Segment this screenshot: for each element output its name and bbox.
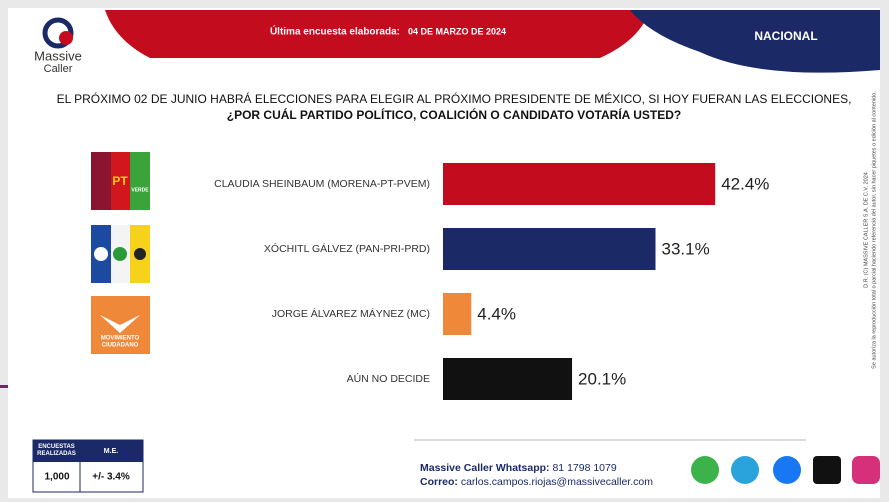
scope: NACIONAL (754, 29, 817, 43)
logo-part (100, 315, 140, 333)
bar (443, 228, 656, 270)
header-band (105, 10, 650, 58)
facebook-icon[interactable] (773, 456, 801, 484)
table-header-text: M.E. (104, 448, 118, 455)
brand-logo: Massive Caller (34, 17, 82, 75)
side-note: D.R. (C) MASSIVE CALLER S.A. DE C.V. 202… (863, 172, 869, 288)
scope-band (630, 10, 880, 73)
value-label: 4.4% (477, 304, 516, 323)
logo-ring (42, 17, 74, 49)
instagram-icon[interactable] (852, 456, 880, 484)
logo-text: PT (112, 174, 128, 188)
table-value: 1,000 (44, 472, 69, 483)
table-header (33, 440, 143, 462)
table-value: +/- 3.4% (92, 472, 130, 483)
side-note: Se autoriza la reproducción total o parc… (871, 91, 877, 369)
logo-part (111, 152, 130, 210)
brand-name: Caller (44, 63, 73, 75)
table-header-text: ENCUESTAS REALIZADAS (37, 444, 76, 457)
question: ¿POR CUÁL PARTIDO POLÍTICO, COALICIÓN O … (227, 107, 681, 122)
bar (443, 293, 472, 335)
bar (443, 163, 716, 205)
footer-label: Massive Caller Whatsapp: (420, 462, 550, 474)
footer-value: carlos.campos.riojas@massivecaller.com (461, 476, 653, 488)
category-label: CLAUDIA SHEINBAUM (MORENA-PT-PVEM) (214, 178, 430, 190)
footer-label: Correo: (420, 476, 458, 488)
logo-morena-pt-pvem: PT VERDE (91, 152, 150, 210)
logo-dot (59, 31, 73, 45)
value-label: 42.4% (721, 174, 769, 193)
category-label: JORGE ÁLVAREZ MÁYNEZ (MC) (272, 307, 430, 320)
bar (443, 358, 573, 400)
question: EL PRÓXIMO 02 DE JUNIO HABRÁ ELECCIONES … (57, 91, 852, 106)
category-label: AÚN NO DECIDE (347, 372, 430, 385)
footer-label: Massive Caller Whatsapp: 81 1798 1079 (420, 462, 617, 474)
category-label: XÓCHITL GÁLVEZ (PAN-PRI-PRD) (264, 242, 430, 255)
logo-part (91, 152, 111, 210)
table-header-cell: ENCUESTAS REALIZADAS (37, 444, 76, 457)
logo-text: CIUDADANO (102, 343, 139, 349)
x-icon[interactable] (813, 456, 841, 484)
logo-mc: MOVIMIENTO CIUDADANO (91, 296, 150, 354)
logo-text: MOVIMIENTO (101, 336, 140, 342)
logo-pan-pri-prd (91, 225, 150, 283)
logo-part (113, 247, 127, 261)
brand-name: Massive (34, 48, 82, 63)
value-label: 33.1% (662, 239, 710, 258)
bar-chart: CLAUDIA SHEINBAUM (MORENA-PT-PVEM) 42.4% X… (214, 163, 769, 400)
logo-text: VERDE (131, 187, 149, 193)
survey-date: 04 DE MARZO DE 2024 (408, 26, 506, 36)
logo-part (94, 247, 108, 261)
logo-part (134, 248, 146, 260)
whatsapp-icon[interactable] (691, 456, 719, 484)
stats-table: ENCUESTAS REALIZADAS M.E. 1,000 +/- 3.4% (32, 439, 144, 493)
value-label: 20.1% (578, 369, 626, 388)
side-accent (0, 385, 8, 388)
footer-value: 81 1798 1079 (552, 462, 616, 474)
logo-part (130, 152, 150, 210)
telegram-icon[interactable] (731, 456, 759, 484)
footer-label: Correo: carlos.campos.riojas@massivecall… (420, 476, 653, 488)
survey-label: Última encuesta elaborada: (270, 25, 400, 38)
